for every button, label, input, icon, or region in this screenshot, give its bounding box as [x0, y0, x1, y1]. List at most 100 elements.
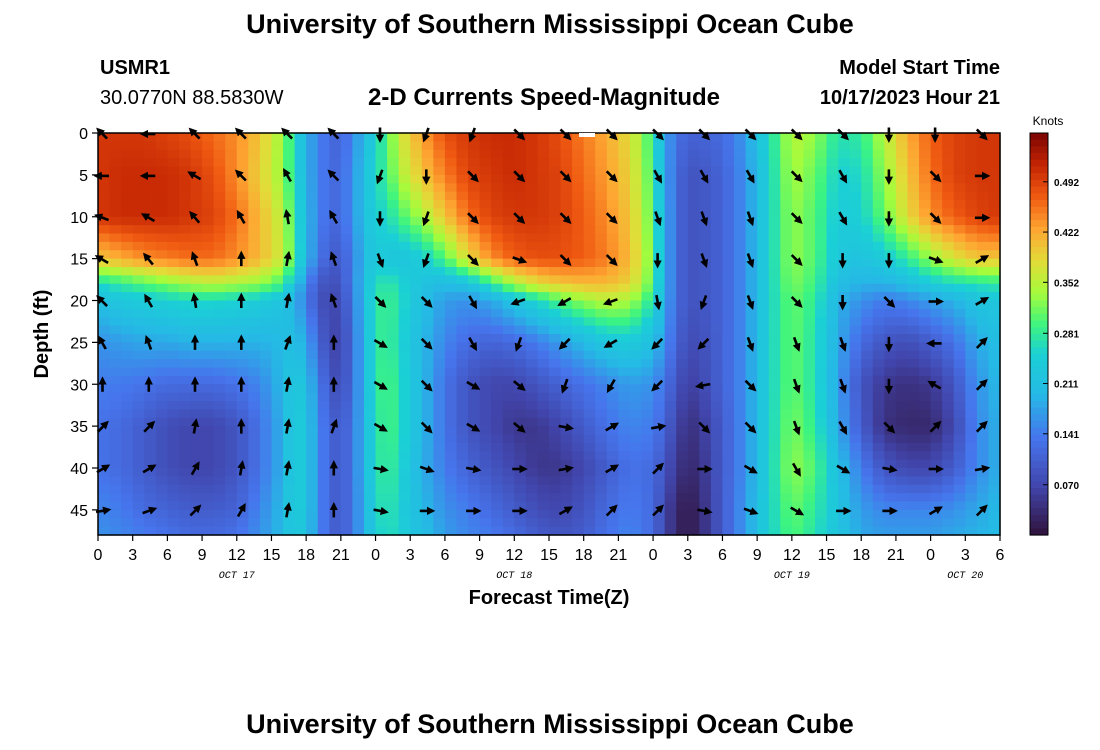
heatmap-cell [329, 141, 342, 151]
y-tick-label: 25 [70, 335, 88, 352]
heatmap-cell [109, 225, 122, 235]
heatmap-cell [132, 317, 145, 327]
heatmap-cell [942, 375, 955, 385]
heatmap-cell [213, 308, 226, 318]
heatmap-cell [225, 250, 238, 260]
heatmap-cell [699, 409, 712, 419]
heatmap-cell [491, 501, 504, 511]
heatmap-cell [583, 526, 596, 536]
heatmap-cell [861, 526, 874, 536]
heatmap-cell [213, 459, 226, 469]
heatmap-cell [919, 325, 932, 335]
heatmap-cell [514, 493, 527, 503]
heatmap-cell [444, 442, 458, 452]
heatmap-cell [826, 518, 839, 528]
heatmap-cell [433, 334, 446, 343]
heatmap-cell [849, 375, 862, 385]
heatmap-cell [734, 225, 747, 235]
heatmap-cell [340, 292, 354, 302]
current-vector [838, 169, 848, 184]
heatmap-cell [618, 426, 631, 436]
heatmap-cell [595, 375, 608, 385]
heatmap-cell [838, 451, 851, 461]
heatmap-cell [699, 233, 712, 243]
heatmap-cell [629, 300, 643, 310]
heatmap-cell [861, 518, 874, 528]
heatmap-cell [768, 375, 781, 385]
heatmap-cell [387, 350, 400, 360]
heatmap-cell [606, 158, 619, 168]
heatmap-cell [745, 526, 758, 536]
heatmap-cell [317, 484, 330, 494]
heatmap-cell [722, 459, 735, 469]
heatmap-cell [710, 350, 724, 360]
heatmap-cell [803, 442, 816, 452]
heatmap-cell [919, 208, 932, 218]
heatmap-cell [722, 442, 735, 452]
heatmap-cell [895, 300, 909, 310]
heatmap-cell [641, 459, 654, 469]
heatmap-cell [271, 392, 284, 402]
heatmap-cell [178, 484, 192, 494]
heatmap-cell [838, 409, 851, 419]
heatmap-cell [433, 442, 446, 452]
heatmap-cell [965, 275, 978, 285]
current-vector [559, 170, 572, 183]
heatmap-cell [109, 484, 122, 494]
heatmap-cell [259, 518, 273, 528]
heatmap-cell [699, 191, 712, 201]
heatmap-cell [757, 208, 770, 218]
x-tick-label: 6 [996, 547, 1005, 564]
heatmap-cell [514, 401, 527, 410]
colorbar-swatch [1030, 193, 1048, 201]
heatmap-cell [942, 426, 955, 436]
heatmap-cell [213, 359, 226, 369]
heatmap-cell [791, 292, 805, 302]
heatmap-cell [572, 484, 585, 494]
heatmap-cell [884, 208, 897, 218]
heatmap-cell [363, 392, 377, 402]
heatmap-cell [884, 484, 897, 494]
heatmap-cell [271, 325, 284, 335]
heatmap-cell [456, 342, 469, 352]
heatmap-cell [895, 325, 909, 335]
heatmap-cell [560, 409, 573, 419]
heatmap-cell [629, 518, 643, 528]
heatmap-cell [525, 233, 539, 243]
heatmap-cell [907, 241, 920, 251]
heatmap-cell [629, 250, 643, 260]
heatmap-cell [317, 258, 330, 268]
heatmap-cell [421, 451, 434, 461]
heatmap-cell [861, 334, 874, 343]
x-tick-label: 21 [887, 547, 905, 564]
heatmap-cell [375, 501, 388, 511]
heatmap-cell [722, 258, 735, 268]
heatmap-cell [144, 133, 157, 142]
heatmap-cell [560, 350, 573, 360]
heatmap-cell [352, 417, 365, 427]
x-tick-label: 9 [198, 547, 207, 564]
heatmap-cell [618, 283, 631, 293]
heatmap-cell [132, 208, 145, 218]
heatmap-cell [572, 451, 585, 461]
heatmap-cell [687, 183, 700, 193]
heatmap-cell [317, 183, 330, 193]
heatmap-cell [491, 183, 504, 193]
heatmap-cell [236, 174, 249, 184]
heatmap-cell [734, 501, 747, 511]
heatmap-cell [387, 493, 400, 503]
heatmap-cell [595, 509, 608, 519]
heatmap-cell [306, 158, 319, 168]
heatmap-cell [583, 417, 596, 427]
heatmap-cell [259, 451, 273, 461]
current-vector [652, 504, 664, 517]
heatmap-cell [664, 200, 677, 209]
heatmap-cell [398, 367, 411, 377]
footer-title: University of Southern Mississippi Ocean… [246, 709, 854, 739]
heatmap-cell [595, 166, 608, 176]
heatmap-cell [757, 174, 770, 184]
heatmap-cell [456, 367, 469, 377]
heatmap-cell [618, 367, 631, 377]
heatmap-cell [98, 191, 111, 201]
heatmap-cell [919, 258, 932, 268]
